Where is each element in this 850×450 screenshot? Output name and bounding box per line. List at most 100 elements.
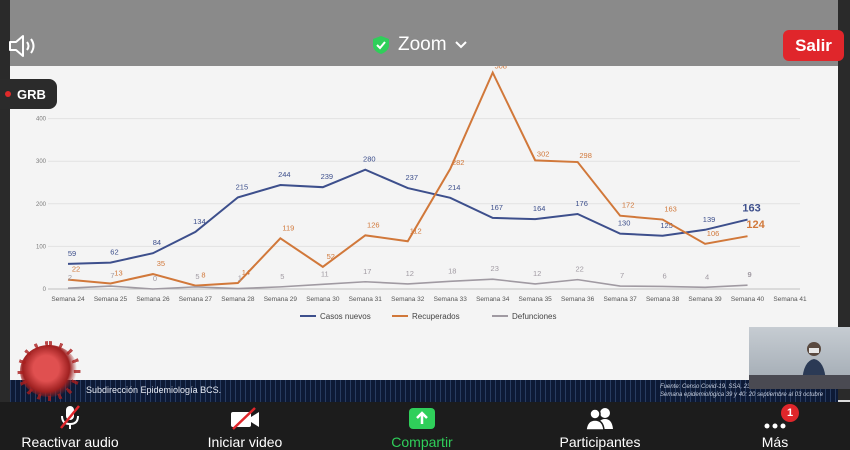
slide-footer-source: Subdirección Epidemiología BCS. (86, 385, 222, 395)
right-gutter (838, 0, 850, 400)
virus-logo (20, 345, 78, 397)
data-label-defunciones: 7 (620, 271, 624, 280)
start-video-button[interactable]: Iniciar video (195, 402, 295, 450)
data-label-recuperados: 126 (367, 220, 380, 229)
data-label-recuperados: 106 (707, 229, 720, 238)
data-label-casos: 62 (110, 248, 118, 257)
data-label-defunciones: 17 (363, 267, 371, 276)
data-label-defunciones: 5 (280, 272, 284, 281)
data-label-recuperados: 22 (72, 265, 80, 274)
data-label-casos: 125 (660, 221, 673, 230)
x-tick-label: Semana 29 (264, 296, 298, 303)
participants-icon (585, 408, 613, 430)
data-label-casos: 167 (490, 203, 503, 212)
x-tick-label: Semana 34 (476, 296, 510, 303)
data-label-defunciones: 7 (110, 271, 114, 280)
data-label-defunciones: 6 (663, 271, 667, 280)
x-tick-label: Semana 37 (603, 296, 637, 303)
data-label-defunciones: 18 (448, 266, 456, 275)
x-tick-label: Semana 36 (561, 296, 595, 303)
slide-footer-note: Fuente: Censo Covid-19, SSA, 23 de octub… (660, 383, 823, 399)
more-label: Más (761, 434, 789, 450)
data-label-recuperados: 14 (242, 268, 250, 277)
data-label-recuperados: 302 (537, 149, 550, 158)
slide-footer: Subdirección Epidemiología BCS. Fuente: … (10, 380, 838, 402)
data-label-casos: 280 (363, 155, 376, 164)
data-label-defunciones: 23 (491, 264, 499, 273)
data-label-defunciones: 2 (68, 273, 72, 282)
data-label-recuperados: 119 (282, 223, 294, 232)
recording-indicator[interactable]: GRB (0, 79, 57, 109)
x-tick-label: Semana 28 (221, 296, 255, 303)
x-tick-label: Semana 39 (688, 296, 722, 303)
participant-video-thumbnail[interactable] (749, 327, 850, 389)
data-label-casos: 164 (533, 204, 546, 213)
legend-label-defunciones: Defunciones (512, 312, 556, 321)
data-label-recuperados: 172 (622, 201, 635, 210)
data-label-casos: 237 (406, 173, 419, 182)
data-label-casos: 163 (742, 203, 760, 215)
x-tick-label: Semana 31 (349, 296, 383, 303)
data-label-defunciones: 22 (575, 265, 583, 274)
y-tick-label: 200 (36, 202, 47, 208)
meeting-title[interactable]: Zoom (372, 34, 467, 56)
legend-label-casos: Casos nuevos (320, 312, 371, 321)
x-tick-label: Semana 33 (434, 296, 468, 303)
participants-label: Participantes (559, 434, 641, 450)
data-label-casos: 134 (193, 217, 206, 226)
data-label-recuperados: 52 (327, 252, 335, 261)
data-label-casos: 130 (618, 219, 631, 228)
camera-off-icon (231, 407, 259, 430)
y-tick-label: 0 (43, 287, 47, 293)
x-tick-label: Semana 30 (306, 296, 340, 303)
x-tick-label: Semana 32 (391, 296, 425, 303)
data-label-defunciones: 9 (747, 270, 751, 279)
data-label-defunciones: 12 (533, 269, 541, 278)
data-label-recuperados: 163 (664, 205, 677, 214)
slide-footer-note-line2: Semana epidemiológica 39 y 40: 20 septie… (660, 392, 824, 398)
data-label-recuperados: 112 (410, 226, 422, 235)
data-label-defunciones: 5 (195, 272, 199, 281)
data-label-casos: 139 (703, 215, 716, 224)
data-label-recuperados: 35 (157, 259, 165, 268)
data-label-casos: 59 (68, 249, 76, 258)
y-tick-label: 100 (36, 244, 47, 250)
series-line-casos (67, 168, 748, 265)
x-tick-label: Semana 41 (773, 296, 807, 303)
more-button[interactable]: Más (750, 402, 800, 450)
top-bar (0, 0, 850, 66)
data-label-casos: 176 (575, 199, 588, 208)
x-tick-label: Semana 26 (136, 296, 170, 303)
line-chart: 0 100 200 300 400 Semana 24 Semana 25 Semana 26… (36, 66, 807, 321)
data-label-recuperados: 13 (114, 268, 122, 277)
series-line-defunciones (67, 278, 748, 290)
unmute-audio-button[interactable]: Reactivar audio (10, 402, 130, 450)
data-label-casos: 214 (448, 183, 461, 192)
chevron-down-icon (454, 41, 467, 49)
x-tick-label: Semana 25 (94, 296, 128, 303)
recording-label: GRB (17, 86, 46, 102)
legend-label-recuperados: Recuperados (412, 312, 460, 321)
x-tick-label: Semana 38 (646, 296, 680, 303)
data-label-defunciones: 4 (705, 272, 709, 281)
microphone-muted-icon (60, 405, 80, 429)
start-video-label: Iniciar video (207, 434, 283, 450)
participants-button[interactable]: Participantes (548, 402, 652, 450)
data-label-casos: 244 (278, 170, 291, 179)
shield-check-icon (373, 36, 389, 54)
share-arrow-icon (409, 408, 435, 429)
leave-button[interactable]: Salir (783, 30, 844, 61)
speaker-icon[interactable] (8, 34, 38, 58)
share-screen-label: Compartir (391, 434, 453, 450)
unmute-audio-label: Reactivar audio (21, 434, 119, 450)
data-label-recuperados: 298 (579, 151, 592, 160)
data-label-defunciones: 1 (238, 274, 242, 283)
share-screen-button[interactable]: Compartir (377, 402, 467, 450)
data-label-defunciones: 0 (153, 274, 157, 283)
data-label-defunciones: 11 (321, 269, 329, 278)
slide-footer-note-line1: Fuente: Censo Covid-19, SSA, 23 de octub… (660, 384, 798, 390)
meeting-controls-bar: Reactivar audio Iniciar video Compartir (0, 402, 850, 450)
data-label-recuperados: 124 (746, 219, 765, 231)
data-label-recuperados: 8 (201, 271, 205, 280)
